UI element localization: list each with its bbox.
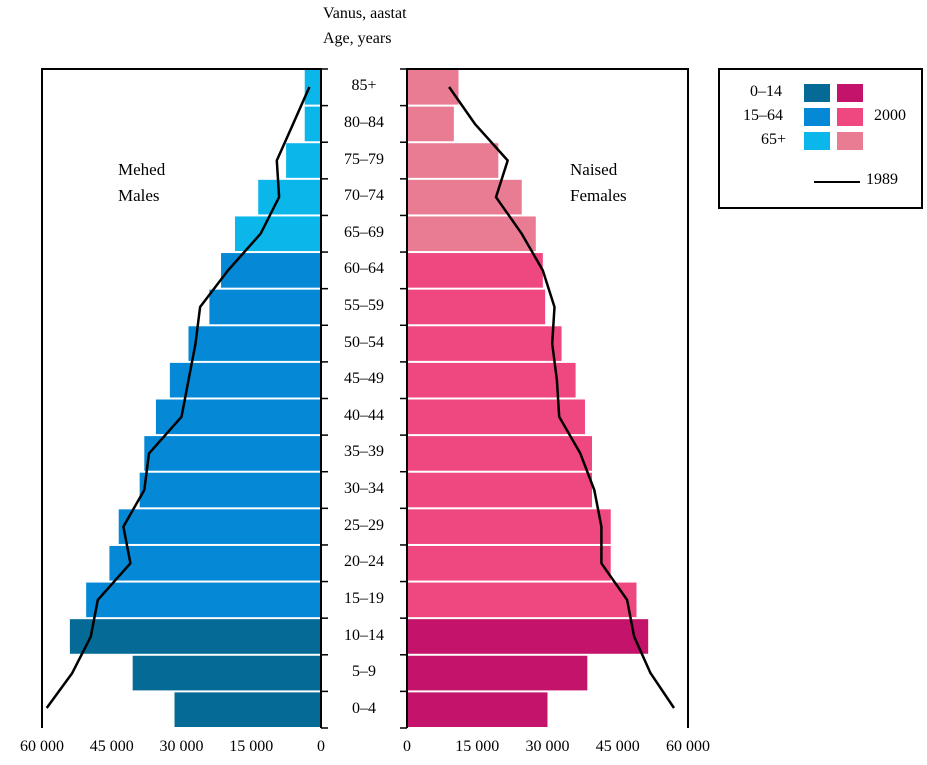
age-label: 45–49: [344, 370, 384, 388]
male-x-tick-label: 15 000: [229, 738, 274, 755]
male-bar-3: [86, 582, 321, 618]
age-label: 70–74: [344, 187, 384, 205]
male-bar-5: [118, 509, 321, 544]
age-label: 0–4: [352, 699, 376, 717]
male-bar-7: [144, 436, 321, 471]
age-label: 80–84: [344, 113, 384, 131]
age-label: 25–29: [344, 516, 384, 534]
legend-swatch-female-0-14: [837, 84, 863, 102]
age-label: 65–69: [344, 223, 384, 241]
female-x-tick-label: 60 000: [666, 738, 710, 755]
male-x-tick-label: 60 000: [20, 738, 64, 755]
female-bar-9: [407, 362, 576, 398]
age-label: 85+: [351, 77, 377, 95]
legend-swatch-male-65plus: [804, 132, 830, 150]
female-x-tick-label: 30 000: [525, 738, 570, 755]
age-label: 15–19: [344, 589, 384, 607]
female-bar-6: [407, 472, 592, 508]
female-bar-3: [407, 582, 637, 618]
male-bar-14: [258, 179, 321, 215]
female-bar-4: [407, 545, 611, 581]
female-bar-15: [407, 143, 499, 178]
female-bar-0: [407, 692, 548, 727]
lines-1989: [45, 86, 676, 709]
male-bar-11: [209, 289, 321, 325]
age-label: 10–14: [344, 626, 384, 644]
male-bar-17: [304, 70, 321, 105]
axis-title-line-1: Vanus, aastat: [323, 5, 407, 22]
male-bar-2: [69, 619, 322, 654]
female-bar-5: [407, 509, 611, 544]
male-bar-6: [139, 472, 321, 508]
male-bar-16: [304, 106, 321, 142]
male-bar-15: [286, 143, 321, 178]
tick-marks: [321, 68, 407, 729]
female-x-tick-label: 15 000: [455, 738, 500, 755]
male-bar-0: [174, 692, 321, 727]
male-bars: [69, 70, 322, 727]
male-bar-10: [188, 326, 321, 361]
female-bar-16: [407, 106, 454, 142]
legend-label-65plus: 65+: [761, 131, 787, 148]
age-label: 20–24: [344, 553, 384, 571]
female-bar-7: [407, 436, 592, 471]
legend-swatch-female-65plus: [837, 132, 863, 150]
female-line-1989: [448, 86, 676, 709]
age-label: 40–44: [344, 406, 384, 424]
female-bar-11: [407, 289, 546, 325]
females-label-et: Naised: [570, 160, 618, 179]
age-label: 30–34: [344, 480, 384, 497]
male-bar-9: [169, 362, 321, 398]
legend-swatch-male-15-64: [804, 108, 830, 126]
female-bar-13: [407, 216, 536, 252]
males-label-en: Males: [118, 186, 160, 205]
age-label: 50–54: [344, 333, 384, 351]
legend-swatch-male-0-14: [804, 84, 830, 102]
female-bar-8: [407, 399, 585, 435]
male-x-tick-label: 30 000: [159, 738, 204, 755]
female-bars: [407, 70, 649, 727]
male-line-1989: [45, 86, 311, 709]
female-bar-2: [407, 619, 649, 654]
males-label-et: Mehed: [118, 160, 166, 179]
female-x-tick-label: 0: [403, 738, 411, 755]
male-bar-1: [132, 655, 321, 691]
age-label: 55–59: [344, 297, 384, 314]
age-label: 5–9: [352, 663, 376, 681]
female-x-tick-label: 45 000: [595, 738, 640, 755]
legend-label-15-64: 15–64: [743, 107, 783, 124]
male-bar-4: [109, 545, 321, 581]
male-bar-13: [234, 216, 321, 252]
legend-line-swatch: [814, 181, 860, 183]
legend-line-year: 1989: [866, 171, 898, 188]
male-x-tick-label: 45 000: [89, 738, 134, 755]
age-label: 60–64: [344, 260, 384, 278]
female-bar-10: [407, 326, 562, 361]
female-bar-1: [407, 655, 588, 691]
legend-swatch-female-15-64: [837, 108, 863, 126]
legend: 0–14 15–64 65+ 2000 1989: [718, 68, 923, 209]
male-bar-12: [221, 253, 321, 288]
females-label-en: Females: [570, 186, 627, 205]
legend-label-0-14: 0–14: [750, 83, 782, 100]
female-bar-12: [407, 253, 543, 288]
male-x-tick-label: 0: [317, 738, 325, 755]
age-label: 35–39: [344, 443, 384, 461]
axis-title-line-2: Age, years: [323, 30, 392, 47]
legend-bar-year: 2000: [874, 107, 906, 124]
age-label: 75–79: [344, 150, 384, 168]
